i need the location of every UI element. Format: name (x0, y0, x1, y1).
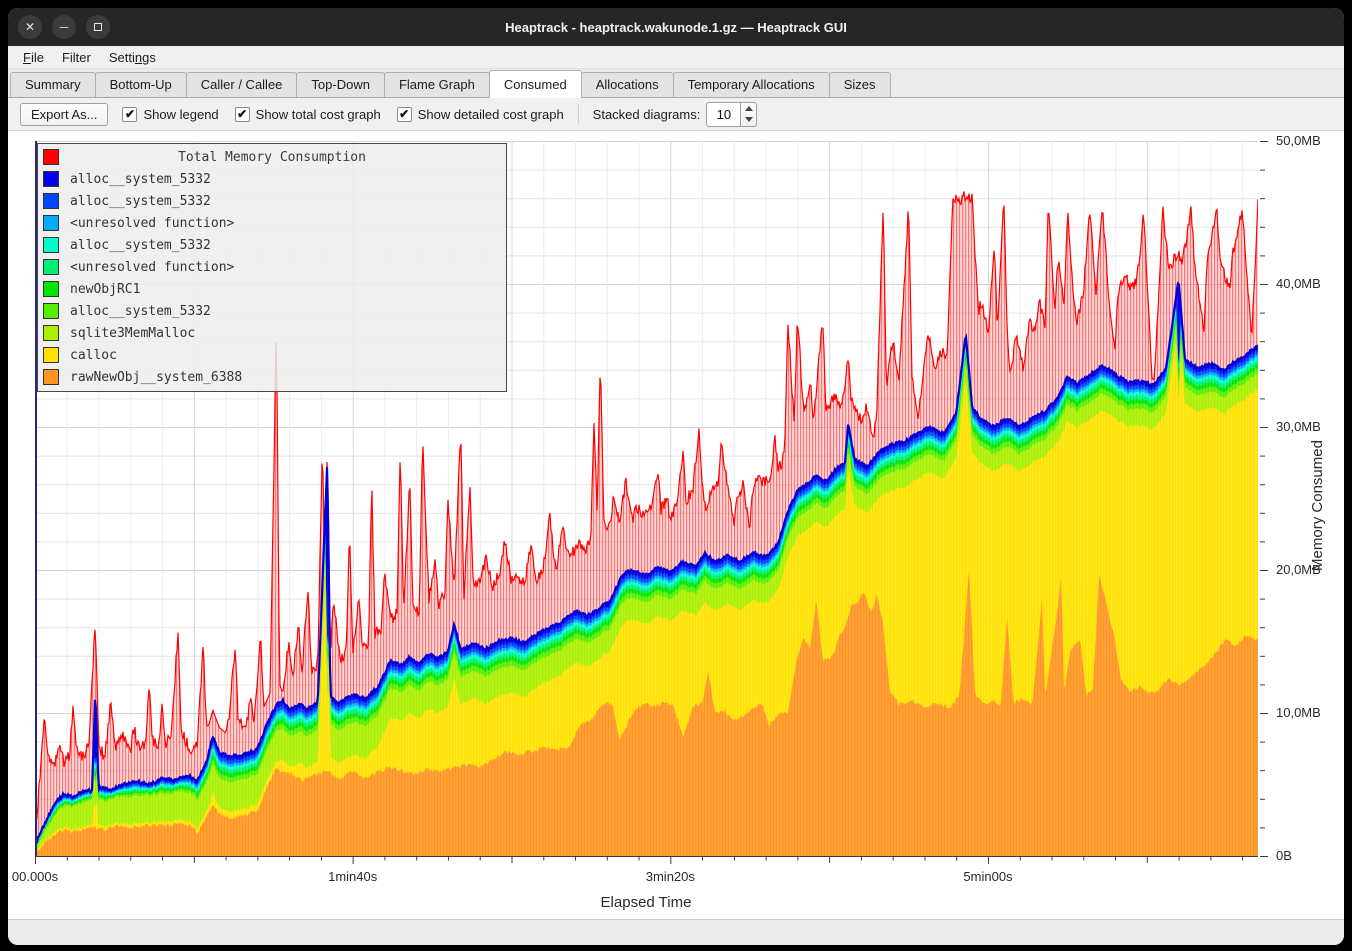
maximize-button[interactable] (86, 15, 110, 39)
menu-filter[interactable]: Filter (53, 48, 100, 67)
tab-bar: SummaryBottom-UpCaller / CalleeTop-DownF… (8, 69, 1344, 98)
y-axis-title: Memory Consumed (1302, 141, 1332, 869)
menu-bar: FileFilterSettings (8, 46, 1344, 69)
legend-swatch-icon (43, 215, 59, 231)
x-axis-title: Elapsed Time (601, 894, 692, 911)
spin-up-button[interactable] (741, 103, 756, 115)
checkbox-label: Show legend (143, 107, 218, 122)
legend-item: <unresolved function> (38, 256, 506, 278)
legend-item-label: <unresolved function> (70, 216, 234, 231)
legend-item: newObjRC1 (38, 278, 506, 300)
checkbox-group: ✔ Show legend ✔ Show total cost graph ✔ Show … (122, 107, 563, 122)
legend-swatch-icon (43, 369, 59, 385)
minimize-button[interactable]: ─ (52, 15, 76, 39)
stacked-diagrams-spinbox[interactable]: 10 (706, 102, 757, 127)
spin-down-button[interactable] (741, 114, 756, 126)
close-icon: ✕ (25, 20, 35, 34)
legend-item: alloc__system_5332 (38, 234, 506, 256)
maximize-icon (94, 23, 102, 31)
screen: ✕ ─ Heaptrack - heaptrack.wakunode.1.gz … (0, 0, 1352, 951)
stacked-diagrams-label: Stacked diagrams: (593, 107, 701, 122)
checkbox-label: Show detailed cost graph (418, 107, 564, 122)
legend-swatch-icon (43, 281, 59, 297)
checkmark-icon: ✔ (397, 107, 412, 122)
stacked-diagrams-row: Stacked diagrams: 10 (593, 102, 758, 127)
x-tick-label: 5min00s (963, 869, 1012, 884)
legend-swatch-icon (43, 193, 59, 209)
legend-item: rawNewObj__system_6388 (38, 366, 506, 388)
status-bar (8, 919, 1344, 945)
tab-temporary-allocations[interactable]: Temporary Allocations (673, 72, 830, 97)
minimize-icon: ─ (60, 20, 69, 34)
arrow-down-icon (745, 117, 753, 122)
tab-summary[interactable]: Summary (10, 72, 96, 97)
legend-swatch-icon (43, 171, 59, 187)
checkmark-icon: ✔ (235, 107, 250, 122)
chart-area: 50,0MB40,0MB30,0MB20,0MB10,0MB0B Memory … (8, 131, 1344, 919)
spinbox-buttons (740, 102, 757, 127)
toolbar-separator (578, 104, 579, 124)
legend-title: Total Memory Consumption (38, 150, 506, 165)
tab-allocations[interactable]: Allocations (581, 72, 674, 97)
checkbox-show-legend[interactable]: ✔ Show legend (122, 107, 218, 122)
legend-item-label: sqlite3MemMalloc (70, 326, 195, 341)
checkbox-show-total-cost-graph[interactable]: ✔ Show total cost graph (235, 107, 381, 122)
legend-item: sqlite3MemMalloc (38, 322, 506, 344)
legend-item-label: <unresolved function> (70, 260, 234, 275)
legend-title-row: Total Memory Consumption (38, 146, 506, 168)
spinbox-value[interactable]: 10 (706, 102, 740, 127)
menu-file[interactable]: File (14, 48, 53, 67)
title-bar: ✕ ─ Heaptrack - heaptrack.wakunode.1.gz … (8, 8, 1344, 46)
tab-top-down[interactable]: Top-Down (296, 72, 385, 97)
x-tick-label: 00.000s (12, 869, 58, 884)
legend-item: <unresolved function> (38, 212, 506, 234)
x-tick-label: 1min40s (328, 869, 377, 884)
legend-item-label: alloc__system_5332 (70, 238, 211, 253)
legend-swatch-icon (43, 237, 59, 253)
legend-item-label: alloc__system_5332 (70, 194, 211, 209)
x-tick-label: 3min20s (646, 869, 695, 884)
legend-item: calloc (38, 344, 506, 366)
y-tick-label: 0B (1276, 848, 1292, 863)
legend-item-label: rawNewObj__system_6388 (70, 370, 242, 385)
menu-settings[interactable]: Settings (100, 48, 165, 67)
legend-swatch-icon (43, 325, 59, 341)
legend-item-label: alloc__system_5332 (70, 304, 211, 319)
toolbar: Export As... ✔ Show legend ✔ Show total cos… (8, 98, 1344, 131)
legend-item-label: alloc__system_5332 (70, 172, 211, 187)
legend-item: alloc__system_5332 (38, 168, 506, 190)
arrow-up-icon (745, 106, 753, 111)
checkbox-label: Show total cost graph (256, 107, 381, 122)
window-title: Heaptrack - heaptrack.wakunode.1.gz — He… (8, 20, 1344, 35)
tab-caller-callee[interactable]: Caller / Callee (186, 72, 298, 97)
checkmark-icon: ✔ (122, 107, 137, 122)
tab-bottom-up[interactable]: Bottom-Up (95, 72, 187, 97)
tab-flame-graph[interactable]: Flame Graph (384, 72, 490, 97)
heaptrack-window: ✕ ─ Heaptrack - heaptrack.wakunode.1.gz … (8, 8, 1344, 945)
legend-item-label: newObjRC1 (70, 282, 140, 297)
legend-swatch-icon (43, 303, 59, 319)
legend-item: alloc__system_5332 (38, 300, 506, 322)
close-button[interactable]: ✕ (18, 15, 42, 39)
legend-item: alloc__system_5332 (38, 190, 506, 212)
legend-item-label: calloc (70, 348, 117, 363)
export-as-button[interactable]: Export As... (20, 103, 108, 126)
chart-legend: Total Memory Consumption alloc__system_53… (37, 143, 507, 392)
legend-swatch-icon (43, 347, 59, 363)
tab-sizes[interactable]: Sizes (829, 72, 891, 97)
checkbox-show-detailed-cost-graph[interactable]: ✔ Show detailed cost graph (397, 107, 564, 122)
tab-consumed[interactable]: Consumed (489, 70, 582, 98)
legend-swatch-icon (43, 259, 59, 275)
